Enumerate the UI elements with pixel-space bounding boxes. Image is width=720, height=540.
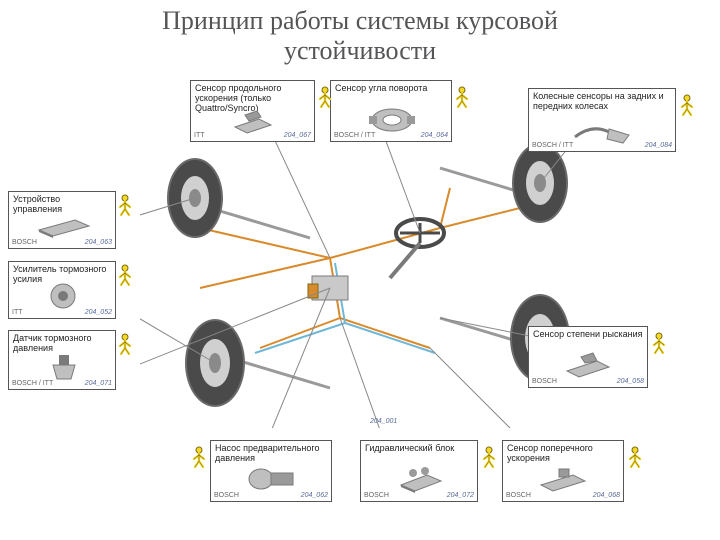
card-pressure-sensor-footer: BOSCH / ITT (12, 380, 53, 387)
card-longitudinal-accel: Сенсор продольного ускорения (только Qua… (190, 80, 315, 142)
lat-accel-icon (537, 465, 589, 493)
cue-yaw-sensor (652, 332, 666, 354)
long-accel-icon (231, 109, 275, 135)
card-lateral-accel-label: Сенсор поперечного ускорения (507, 444, 619, 464)
chassis-schematic (140, 138, 580, 428)
card-pressure-sensor-id: 204_071 (85, 380, 112, 387)
card-longitudinal-accel-footer: ITT (194, 132, 205, 139)
card-hydraulic-block-footer: BOSCH (364, 492, 389, 499)
pressure-sensor-icon (47, 353, 81, 383)
card-wheel-sensors-id: 204_084 (645, 142, 672, 149)
hydraulic-icon (395, 463, 445, 493)
card-yaw-sensor-footer: BOSCH (532, 378, 557, 385)
card-pressure-sensor-label: Датчик тормозного давления (13, 334, 111, 354)
pump-icon (245, 465, 297, 493)
wheel-sensor-icon (573, 119, 633, 145)
card-control-unit-label: Устройство управления (13, 195, 111, 215)
title-line-2: устойчивости (284, 36, 436, 65)
card-precharge-pump: Насос предварительного давления BOSCH 20… (210, 440, 332, 502)
cue-pressure-sensor (118, 333, 132, 355)
card-precharge-pump-id: 204_062 (301, 492, 328, 499)
cue-steering-angle (455, 86, 469, 108)
center-schematic-id: 204_001 (370, 418, 397, 425)
card-control-unit: Устройство управления BOSCH 204_063 (8, 191, 116, 249)
card-lateral-accel-footer: BOSCH (506, 492, 531, 499)
card-brake-booster-footer: ITT (12, 309, 23, 316)
cue-hydraulic (482, 446, 496, 468)
cue-long-accel (318, 86, 332, 108)
card-wheel-sensors-label: Колесные сенсоры на задних и передних ко… (533, 92, 671, 112)
yaw-sensor-icon (563, 351, 613, 379)
card-yaw-sensor-label: Сенсор степени рыскания (533, 330, 643, 340)
cue-brake-booster (118, 264, 132, 286)
card-precharge-pump-footer: BOSCH (214, 492, 239, 499)
page-title: Принцип работы системы курсовой устойчив… (0, 0, 720, 66)
card-yaw-sensor-id: 204_058 (617, 378, 644, 385)
cue-precharge (192, 446, 206, 468)
card-precharge-pump-label: Насос предварительного давления (215, 444, 327, 464)
title-line-1: Принцип работы системы курсовой (162, 6, 558, 35)
card-lateral-accel-id: 204_068 (593, 492, 620, 499)
diagram-stage: 204_001 Устройство управления BOSCH 204_… (0, 68, 720, 538)
card-hydraulic-block-id: 204_072 (447, 492, 474, 499)
booster-icon (43, 282, 83, 310)
card-brake-booster: Усилитель тормозного усилия ITT 204_052 (8, 261, 116, 319)
cue-control-unit (118, 194, 132, 216)
card-wheel-sensors-footer: BOSCH / ITT (532, 142, 573, 149)
card-hydraulic-block: Гидравлический блок BOSCH 204_072 (360, 440, 478, 502)
chassis-svg (140, 138, 580, 428)
card-steering-angle-footer: BOSCH / ITT (334, 132, 375, 139)
card-hydraulic-block-label: Гидравлический блок (365, 444, 473, 454)
card-longitudinal-accel-id: 204_067 (284, 132, 311, 139)
card-pressure-sensor: Датчик тормозного давления BOSCH / ITT 2… (8, 330, 116, 390)
ecu-icon (35, 214, 91, 238)
card-control-unit-id: 204_063 (85, 239, 112, 246)
cue-lat-accel (628, 446, 642, 468)
card-lateral-accel: Сенсор поперечного ускорения BOSCH 204_0… (502, 440, 624, 502)
card-steering-angle-id: 204_064 (421, 132, 448, 139)
card-steering-angle: Сенсор угла поворота BOSCH / ITT 204_064 (330, 80, 452, 142)
card-control-unit-footer: BOSCH (12, 239, 37, 246)
steering-angle-icon (369, 105, 415, 135)
card-yaw-sensor: Сенсор степени рыскания BOSCH 204_058 (528, 326, 648, 388)
card-wheel-sensors: Колесные сенсоры на задних и передних ко… (528, 88, 676, 152)
cue-wheel-sensors (680, 94, 694, 116)
card-steering-angle-label: Сенсор угла поворота (335, 84, 447, 94)
card-brake-booster-id: 204_052 (85, 309, 112, 316)
